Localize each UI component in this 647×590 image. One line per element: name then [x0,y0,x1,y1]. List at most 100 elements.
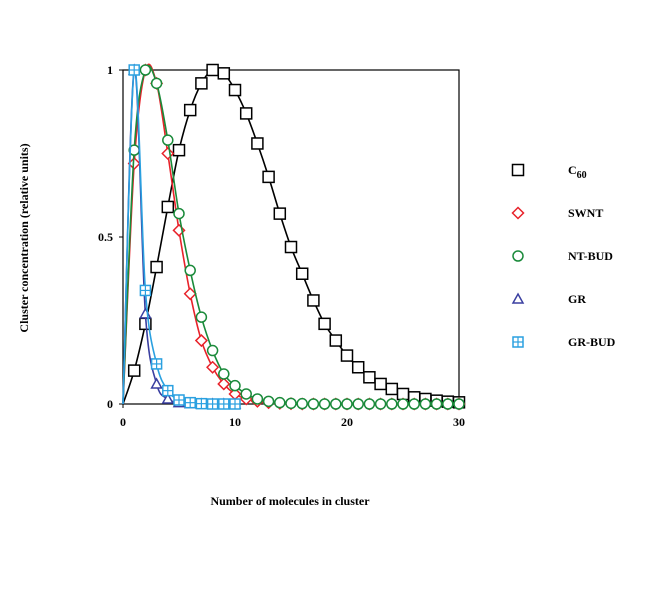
series-swnt [122,63,466,411]
data-point [251,393,264,405]
series-line [122,64,459,405]
data-point [351,361,365,374]
data-point [206,344,219,357]
series-gr-bud [122,64,241,410]
data-point [161,200,175,214]
plot-frame [122,69,460,405]
legend-item: SWNT [511,206,603,220]
data-point [273,207,287,220]
data-point [363,371,376,384]
data-point [318,317,331,331]
legend-item: NT-BUD [512,249,613,263]
data-point [195,311,208,323]
data-point [172,143,186,157]
data-point [206,398,219,410]
data-point [363,398,376,410]
data-point [511,163,525,177]
x-tick-label: 20 [341,415,353,429]
data-point [512,250,524,262]
y-tick-label: 1 [107,63,113,77]
legend-item: GR-BUD [512,335,616,349]
data-point [183,103,197,117]
y-tick-label: 0.5 [98,230,113,244]
data-point [128,64,140,76]
data-point [307,398,320,410]
data-point [512,336,524,348]
data-point [217,67,231,80]
data-point [284,240,298,254]
data-point [218,368,230,380]
data-point [318,398,331,410]
legend-label-subscript: 60 [577,170,587,181]
data-point [511,292,525,304]
y-axis: 00.51 [98,63,123,411]
data-point [262,395,275,408]
legend-label: NT-BUD [568,249,613,263]
data-point [386,398,398,410]
data-point [511,206,525,220]
data-point [217,377,231,391]
x-tick-label: 0 [120,415,126,429]
data-point [419,398,432,410]
data-point [296,397,308,410]
data-point [195,397,208,410]
data-point [150,260,163,274]
data-point [240,388,252,400]
data-point [262,170,275,184]
data-point [184,264,196,277]
data-point [127,364,141,377]
series-c60 [122,63,466,409]
data-point [161,392,175,404]
data-point [408,398,420,410]
data-point [139,64,152,76]
data-point [274,396,286,409]
data-point [385,382,399,396]
data-point [206,360,220,374]
series-line [122,68,460,405]
data-point [183,287,197,301]
y-axis-title: Cluster concentration (relative units) [17,143,31,332]
data-point [173,394,185,406]
data-point [329,334,343,347]
y-tick-label: 0 [107,397,113,411]
legend-item: C60 [511,163,587,181]
data-point [184,396,196,409]
data-point [139,284,152,297]
legend-item: GR [511,292,586,306]
data-point [206,63,219,77]
legend-label: GR-BUD [568,335,616,349]
data-point [161,146,175,161]
legend-label: GR [568,292,586,306]
data-point [295,267,309,280]
data-point [285,397,297,410]
data-point [330,398,342,410]
data-point [229,398,241,410]
x-tick-label: 10 [229,415,241,429]
data-point [341,398,353,410]
data-point [150,358,163,370]
series-layer [122,63,466,411]
data-point [218,398,230,410]
data-point [162,134,174,146]
series-line [122,63,459,405]
data-point [374,398,387,410]
data-point [195,77,208,90]
data-point [228,83,242,97]
legend-label: SWNT [568,206,603,220]
legend-label-main: C [568,163,577,177]
series-gr [122,63,242,409]
data-point [251,137,264,150]
data-point [229,379,241,392]
data-point [194,333,208,348]
data-point [453,398,465,410]
data-point [162,384,174,397]
data-point [442,398,454,410]
data-point [374,377,387,391]
data-point [397,398,409,410]
legend-label: C60 [568,163,587,181]
data-point [150,77,163,90]
x-axis: 0 10 20 30 [120,404,465,429]
data-point [239,107,253,120]
x-tick-label: 30 [453,415,465,429]
